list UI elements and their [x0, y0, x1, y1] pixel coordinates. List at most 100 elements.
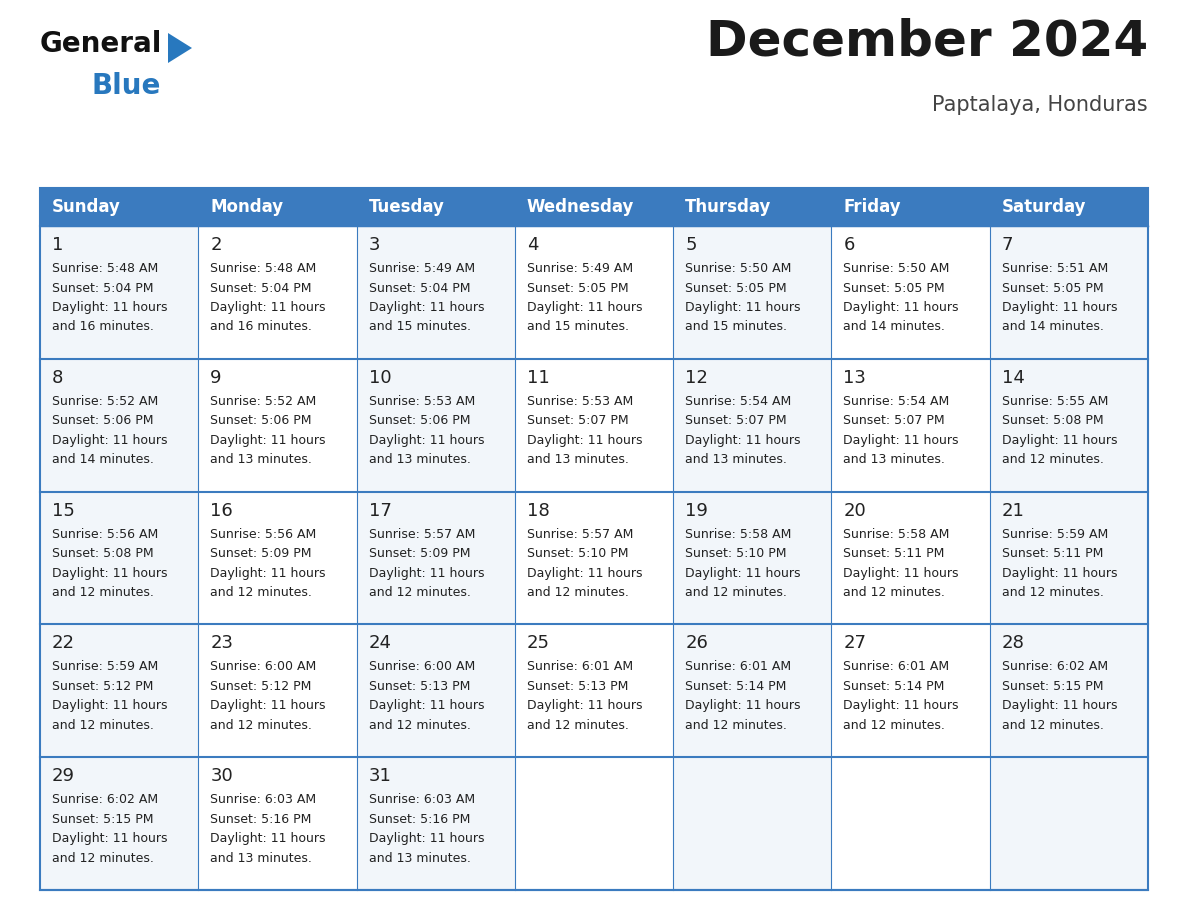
Bar [198, 492, 356, 624]
Text: Sunset: 5:14 PM: Sunset: 5:14 PM [685, 680, 786, 693]
Bar [674, 188, 832, 226]
Text: and 15 minutes.: and 15 minutes. [685, 320, 788, 333]
Text: Daylight: 11 hours: Daylight: 11 hours [210, 700, 326, 712]
Bar [40, 757, 198, 890]
Text: Daylight: 11 hours: Daylight: 11 hours [526, 434, 643, 447]
Bar [40, 188, 198, 226]
Text: Sunrise: 5:50 AM: Sunrise: 5:50 AM [843, 262, 949, 275]
Text: Sunset: 5:15 PM: Sunset: 5:15 PM [52, 812, 153, 825]
Text: 4: 4 [526, 236, 538, 254]
Bar [356, 188, 514, 226]
Text: Thursday: Thursday [685, 198, 771, 216]
Bar [356, 359, 514, 492]
Text: and 12 minutes.: and 12 minutes. [1001, 586, 1104, 599]
Text: Sunrise: 5:50 AM: Sunrise: 5:50 AM [685, 262, 791, 275]
Text: Sunset: 5:08 PM: Sunset: 5:08 PM [1001, 414, 1104, 427]
Text: Sunrise: 6:01 AM: Sunrise: 6:01 AM [526, 660, 633, 674]
Text: and 15 minutes.: and 15 minutes. [526, 320, 628, 333]
Bar [40, 492, 198, 624]
Text: and 13 minutes.: and 13 minutes. [526, 453, 628, 466]
Bar [832, 757, 990, 890]
Text: and 12 minutes.: and 12 minutes. [52, 852, 154, 865]
Text: 11: 11 [526, 369, 550, 386]
Text: Daylight: 11 hours: Daylight: 11 hours [52, 301, 168, 314]
Text: Sunset: 5:06 PM: Sunset: 5:06 PM [210, 414, 311, 427]
Bar [674, 492, 832, 624]
Text: and 12 minutes.: and 12 minutes. [368, 719, 470, 732]
Text: Daylight: 11 hours: Daylight: 11 hours [210, 566, 326, 579]
Text: Sunset: 5:11 PM: Sunset: 5:11 PM [843, 547, 944, 560]
Text: Daylight: 11 hours: Daylight: 11 hours [210, 833, 326, 845]
Text: Daylight: 11 hours: Daylight: 11 hours [685, 566, 801, 579]
Text: Sunset: 5:08 PM: Sunset: 5:08 PM [52, 547, 153, 560]
Text: Sunrise: 6:01 AM: Sunrise: 6:01 AM [685, 660, 791, 674]
Text: Daylight: 11 hours: Daylight: 11 hours [368, 434, 484, 447]
Text: and 12 minutes.: and 12 minutes. [843, 586, 946, 599]
Bar [356, 624, 514, 757]
Text: and 13 minutes.: and 13 minutes. [210, 852, 312, 865]
Text: Sunrise: 6:00 AM: Sunrise: 6:00 AM [210, 660, 316, 674]
Text: Sunrise: 5:54 AM: Sunrise: 5:54 AM [685, 395, 791, 408]
Bar [40, 624, 198, 757]
Text: Daylight: 11 hours: Daylight: 11 hours [1001, 434, 1117, 447]
Bar [514, 757, 674, 890]
Text: Daylight: 11 hours: Daylight: 11 hours [368, 700, 484, 712]
Text: Sunset: 5:06 PM: Sunset: 5:06 PM [52, 414, 153, 427]
Bar [832, 188, 990, 226]
Text: Daylight: 11 hours: Daylight: 11 hours [52, 566, 168, 579]
Text: 5: 5 [685, 236, 696, 254]
Text: and 12 minutes.: and 12 minutes. [685, 719, 786, 732]
Text: 10: 10 [368, 369, 391, 386]
Text: Daylight: 11 hours: Daylight: 11 hours [526, 566, 643, 579]
Text: Sunset: 5:10 PM: Sunset: 5:10 PM [526, 547, 628, 560]
Text: Sunset: 5:14 PM: Sunset: 5:14 PM [843, 680, 944, 693]
Text: 28: 28 [1001, 634, 1024, 653]
Text: and 13 minutes.: and 13 minutes. [685, 453, 786, 466]
Text: Sunset: 5:05 PM: Sunset: 5:05 PM [843, 282, 944, 295]
Text: Sunrise: 6:02 AM: Sunrise: 6:02 AM [52, 793, 158, 806]
Text: Wednesday: Wednesday [526, 198, 634, 216]
Bar [832, 359, 990, 492]
Text: and 12 minutes.: and 12 minutes. [52, 719, 154, 732]
Text: Daylight: 11 hours: Daylight: 11 hours [1001, 301, 1117, 314]
Text: Sunrise: 5:59 AM: Sunrise: 5:59 AM [52, 660, 158, 674]
Text: and 14 minutes.: and 14 minutes. [52, 453, 154, 466]
Text: Sunday: Sunday [52, 198, 121, 216]
Text: Monday: Monday [210, 198, 284, 216]
Text: Paptalaya, Honduras: Paptalaya, Honduras [933, 95, 1148, 115]
Bar [514, 492, 674, 624]
Text: and 12 minutes.: and 12 minutes. [685, 586, 786, 599]
Text: Sunrise: 6:02 AM: Sunrise: 6:02 AM [1001, 660, 1108, 674]
Text: and 13 minutes.: and 13 minutes. [210, 453, 312, 466]
Bar [40, 226, 198, 359]
Text: 13: 13 [843, 369, 866, 386]
Text: 2: 2 [210, 236, 222, 254]
Text: Sunrise: 5:48 AM: Sunrise: 5:48 AM [210, 262, 316, 275]
Text: Sunrise: 5:48 AM: Sunrise: 5:48 AM [52, 262, 158, 275]
Text: 9: 9 [210, 369, 222, 386]
Text: Sunrise: 5:53 AM: Sunrise: 5:53 AM [526, 395, 633, 408]
Text: 26: 26 [685, 634, 708, 653]
Text: Sunrise: 5:55 AM: Sunrise: 5:55 AM [1001, 395, 1108, 408]
Text: Sunset: 5:05 PM: Sunset: 5:05 PM [526, 282, 628, 295]
Text: Sunset: 5:16 PM: Sunset: 5:16 PM [210, 812, 311, 825]
Bar [356, 226, 514, 359]
Text: and 13 minutes.: and 13 minutes. [368, 852, 470, 865]
Text: Daylight: 11 hours: Daylight: 11 hours [52, 833, 168, 845]
Text: and 12 minutes.: and 12 minutes. [526, 719, 628, 732]
Text: Daylight: 11 hours: Daylight: 11 hours [526, 301, 643, 314]
Text: Sunset: 5:16 PM: Sunset: 5:16 PM [368, 812, 470, 825]
Text: and 12 minutes.: and 12 minutes. [210, 719, 312, 732]
Text: Sunset: 5:12 PM: Sunset: 5:12 PM [52, 680, 153, 693]
Bar [674, 359, 832, 492]
Text: and 14 minutes.: and 14 minutes. [1001, 320, 1104, 333]
Text: and 12 minutes.: and 12 minutes. [843, 719, 946, 732]
Bar [990, 624, 1148, 757]
Text: Daylight: 11 hours: Daylight: 11 hours [843, 301, 959, 314]
Text: Sunrise: 6:03 AM: Sunrise: 6:03 AM [210, 793, 316, 806]
Text: and 14 minutes.: and 14 minutes. [843, 320, 946, 333]
Text: and 15 minutes.: and 15 minutes. [368, 320, 470, 333]
Text: 22: 22 [52, 634, 75, 653]
Text: 1: 1 [52, 236, 63, 254]
Text: 12: 12 [685, 369, 708, 386]
